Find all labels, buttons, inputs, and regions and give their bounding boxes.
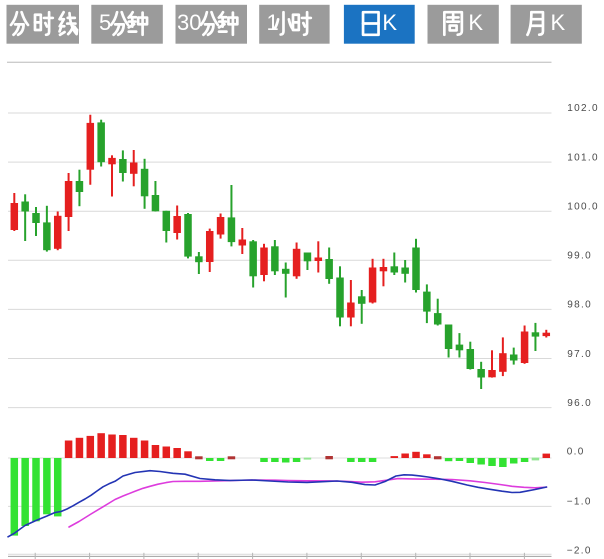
svg-text:K: K bbox=[551, 10, 566, 35]
svg-text:K: K bbox=[468, 10, 483, 35]
svg-text:97.0: 97.0 bbox=[567, 349, 592, 360]
svg-text:100.0: 100.0 bbox=[567, 201, 599, 212]
svg-text:98.0: 98.0 bbox=[567, 300, 592, 311]
svg-text:101.0: 101.0 bbox=[567, 152, 599, 163]
svg-text:96.0: 96.0 bbox=[567, 398, 592, 409]
svg-text:−2.0: −2.0 bbox=[567, 545, 592, 556]
svg-text:−1.0: −1.0 bbox=[567, 497, 592, 508]
svg-text:0.0: 0.0 bbox=[567, 447, 585, 458]
svg-text:99.0: 99.0 bbox=[567, 251, 592, 262]
svg-text:K: K bbox=[382, 10, 397, 35]
svg-text:102.0: 102.0 bbox=[567, 103, 599, 114]
svg-text:30: 30 bbox=[177, 10, 201, 35]
svg-text:5: 5 bbox=[99, 10, 111, 35]
